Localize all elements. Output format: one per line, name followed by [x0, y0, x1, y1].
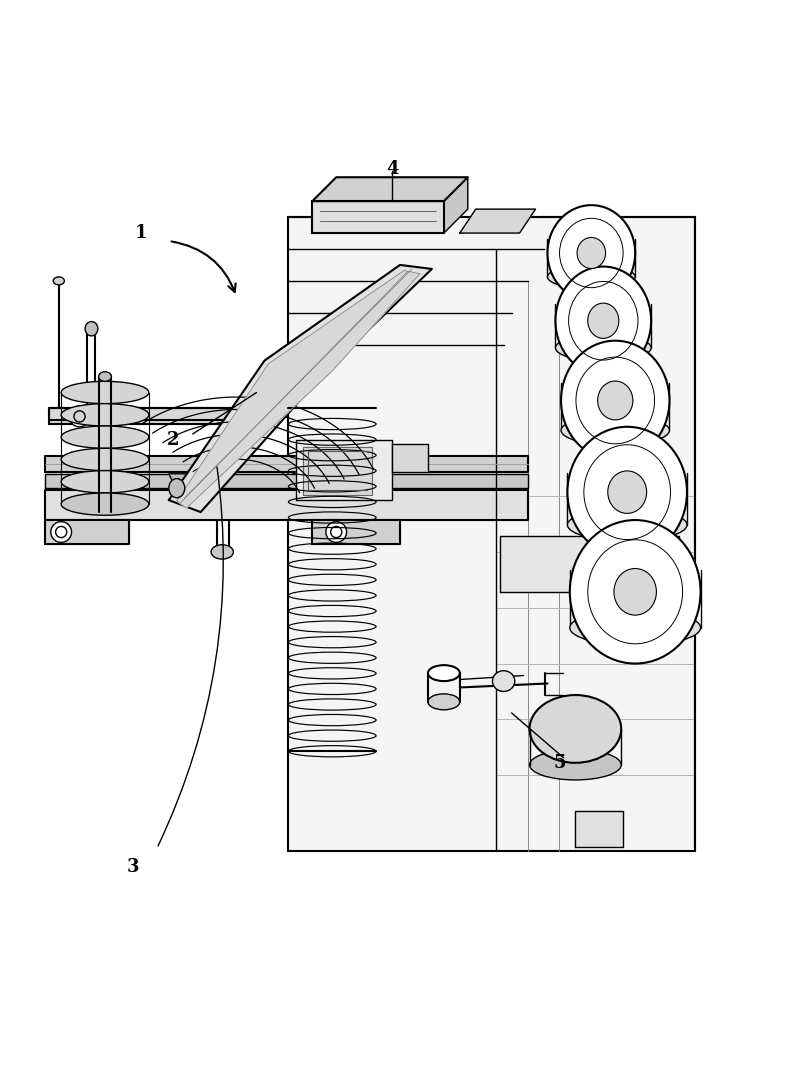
- Ellipse shape: [428, 694, 460, 710]
- Ellipse shape: [547, 265, 635, 288]
- Ellipse shape: [598, 381, 633, 420]
- Text: 4: 4: [386, 161, 398, 178]
- Ellipse shape: [169, 478, 185, 497]
- Ellipse shape: [54, 277, 64, 285]
- Ellipse shape: [98, 372, 111, 382]
- Ellipse shape: [211, 545, 234, 560]
- Polygon shape: [169, 265, 432, 512]
- Polygon shape: [296, 441, 392, 501]
- Circle shape: [51, 522, 71, 542]
- Text: 2: 2: [166, 431, 179, 449]
- Polygon shape: [312, 520, 400, 544]
- Ellipse shape: [608, 471, 646, 513]
- Ellipse shape: [61, 426, 149, 448]
- Polygon shape: [46, 457, 527, 473]
- Polygon shape: [46, 520, 129, 544]
- Text: 3: 3: [126, 858, 139, 876]
- Polygon shape: [302, 447, 372, 494]
- Circle shape: [326, 522, 346, 542]
- Polygon shape: [46, 474, 527, 488]
- Text: 1: 1: [134, 224, 147, 242]
- Polygon shape: [460, 209, 535, 233]
- Polygon shape: [312, 202, 444, 233]
- Polygon shape: [177, 270, 420, 508]
- Polygon shape: [288, 218, 695, 851]
- Ellipse shape: [61, 404, 149, 426]
- Polygon shape: [444, 177, 468, 233]
- Ellipse shape: [547, 205, 635, 301]
- Ellipse shape: [61, 471, 149, 493]
- Polygon shape: [169, 474, 213, 490]
- Ellipse shape: [567, 508, 687, 541]
- Ellipse shape: [577, 237, 606, 268]
- Ellipse shape: [561, 341, 670, 460]
- Ellipse shape: [493, 671, 515, 691]
- Ellipse shape: [570, 520, 701, 664]
- Ellipse shape: [614, 568, 657, 615]
- Ellipse shape: [530, 695, 622, 763]
- Polygon shape: [500, 536, 679, 592]
- Ellipse shape: [555, 334, 651, 361]
- Ellipse shape: [61, 382, 149, 404]
- Circle shape: [69, 406, 90, 427]
- Ellipse shape: [530, 749, 622, 780]
- Ellipse shape: [61, 493, 149, 516]
- Ellipse shape: [85, 322, 98, 336]
- Circle shape: [110, 407, 128, 426]
- Ellipse shape: [428, 665, 460, 681]
- Polygon shape: [46, 490, 527, 520]
- Ellipse shape: [61, 448, 149, 471]
- Polygon shape: [575, 812, 623, 847]
- Ellipse shape: [588, 303, 619, 339]
- Polygon shape: [392, 444, 428, 473]
- Ellipse shape: [570, 610, 701, 645]
- Polygon shape: [50, 408, 241, 420]
- Polygon shape: [50, 408, 249, 425]
- Ellipse shape: [567, 427, 687, 557]
- Ellipse shape: [555, 267, 651, 375]
- Polygon shape: [312, 177, 468, 202]
- Ellipse shape: [561, 416, 670, 445]
- Text: 5: 5: [553, 755, 566, 772]
